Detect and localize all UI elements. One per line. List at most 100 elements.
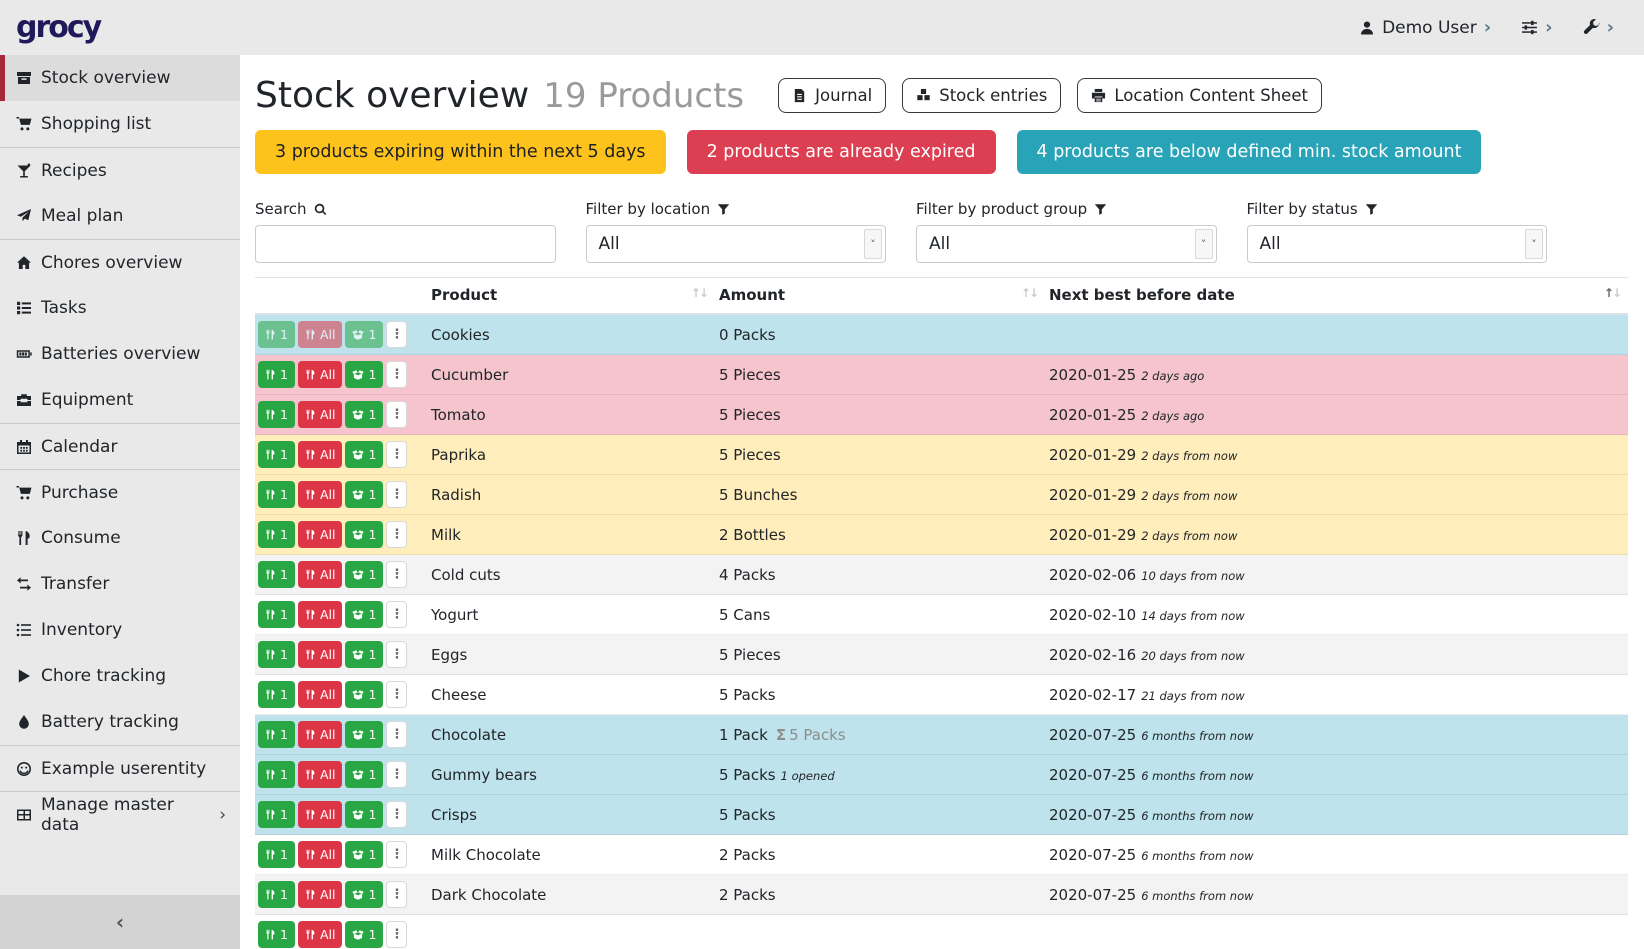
consume-one-button[interactable]: 1 (258, 361, 295, 388)
open-one-button[interactable]: 1 (345, 521, 384, 548)
sidebar-item-chore-tracking[interactable]: Chore tracking (0, 653, 240, 699)
consume-all-button[interactable]: All (297, 521, 343, 548)
consume-one-button[interactable]: 1 (258, 681, 295, 708)
consume-all-button[interactable]: All (297, 721, 343, 748)
row-menu-button[interactable]: ⋮ (386, 481, 408, 508)
row-menu-button[interactable]: ⋮ (386, 801, 408, 828)
product-name[interactable]: Eggs (427, 634, 715, 675)
settings-menu[interactable]: › (1521, 18, 1553, 37)
product-name[interactable]: Paprika (427, 434, 715, 475)
consume-one-button[interactable]: 1 (258, 481, 295, 508)
product-name[interactable]: Crisps (427, 794, 715, 835)
open-one-button[interactable]: 1 (345, 561, 384, 588)
open-one-button[interactable]: 1 (345, 321, 384, 348)
product-name[interactable]: Dark Chocolate (427, 874, 715, 915)
open-one-button[interactable]: 1 (345, 681, 384, 708)
sidebar-item-meal-plan[interactable]: Meal plan (0, 193, 240, 239)
sidebar-item-chores-overview[interactable]: Chores overview (0, 239, 240, 285)
consume-all-button[interactable]: All (297, 681, 343, 708)
product-name[interactable]: Cucumber (427, 354, 715, 395)
product-name[interactable]: Radish (427, 474, 715, 515)
consume-all-button[interactable]: All (297, 801, 343, 828)
user-menu[interactable]: Demo User › (1359, 18, 1491, 38)
open-one-button[interactable]: 1 (345, 721, 384, 748)
consume-all-button[interactable]: All (297, 761, 343, 788)
open-one-button[interactable]: 1 (345, 361, 384, 388)
sidebar-item-battery-tracking[interactable]: Battery tracking (0, 699, 240, 745)
location-content-sheet-button[interactable]: Location Content Sheet (1077, 78, 1322, 113)
row-menu-button[interactable]: ⋮ (386, 441, 408, 468)
product-column-header[interactable]: Product ↑↓ (427, 277, 715, 315)
row-menu-button[interactable]: ⋮ (386, 361, 408, 388)
amount-column-header[interactable]: Amount ↑↓ (715, 277, 1045, 315)
row-menu-button[interactable]: ⋮ (386, 761, 408, 788)
row-menu-button[interactable]: ⋮ (386, 601, 408, 628)
consume-one-button[interactable]: 1 (258, 561, 295, 588)
consume-one-button[interactable]: 1 (258, 321, 295, 348)
alert-warning[interactable]: 3 products expiring within the next 5 da… (255, 130, 666, 174)
product-name[interactable]: Tomato (427, 394, 715, 435)
consume-all-button[interactable]: All (297, 481, 343, 508)
open-one-button[interactable]: 1 (345, 761, 384, 788)
product-group-filter-select[interactable]: All ˅ (916, 225, 1217, 263)
row-menu-button[interactable]: ⋮ (386, 841, 408, 868)
sidebar-collapse-button[interactable]: ‹ (0, 895, 240, 949)
product-name[interactable]: Milk (427, 514, 715, 555)
consume-one-button[interactable]: 1 (258, 841, 295, 868)
consume-all-button[interactable]: All (297, 881, 343, 908)
product-name[interactable]: Milk Chocolate (427, 834, 715, 875)
consume-one-button[interactable]: 1 (258, 521, 295, 548)
admin-menu[interactable]: › (1583, 18, 1614, 37)
sidebar-item-calendar[interactable]: Calendar (0, 423, 240, 469)
product-name[interactable]: Cold cuts (427, 554, 715, 595)
sidebar-item-stock-overview[interactable]: Stock overview (0, 55, 240, 101)
sidebar-item-purchase[interactable]: Purchase (0, 469, 240, 515)
product-name[interactable]: Chocolate (427, 714, 715, 755)
open-one-button[interactable]: 1 (345, 441, 384, 468)
product-name[interactable] (427, 914, 715, 949)
consume-one-button[interactable]: 1 (258, 761, 295, 788)
consume-one-button[interactable]: 1 (258, 721, 295, 748)
sidebar-item-transfer[interactable]: Transfer (0, 561, 240, 607)
sidebar-item-recipes[interactable]: Recipes (0, 147, 240, 193)
open-one-button[interactable]: 1 (345, 601, 384, 628)
consume-all-button[interactable]: All (297, 401, 343, 428)
product-name[interactable]: Gummy bears (427, 754, 715, 795)
open-one-button[interactable]: 1 (345, 921, 384, 948)
consume-one-button[interactable]: 1 (258, 401, 295, 428)
consume-one-button[interactable]: 1 (258, 921, 295, 948)
consume-one-button[interactable]: 1 (258, 881, 295, 908)
consume-all-button[interactable]: All (297, 561, 343, 588)
best-before-column-header[interactable]: Next best before date ↑↓ (1045, 277, 1628, 315)
location-filter-select[interactable]: All ˅ (585, 225, 886, 263)
consume-one-button[interactable]: 1 (258, 441, 295, 468)
sidebar-item-inventory[interactable]: Inventory (0, 607, 240, 653)
sidebar-item-tasks[interactable]: Tasks (0, 285, 240, 331)
alert-info[interactable]: 4 products are below defined min. stock … (1016, 130, 1482, 174)
product-name[interactable]: Cookies (427, 314, 715, 355)
open-one-button[interactable]: 1 (345, 641, 384, 668)
consume-all-button[interactable]: All (297, 641, 343, 668)
search-input[interactable] (255, 225, 556, 263)
sidebar-item-consume[interactable]: Consume (0, 515, 240, 561)
row-menu-button[interactable]: ⋮ (386, 881, 408, 908)
sidebar-item-batteries-overview[interactable]: Batteries overview (0, 331, 240, 377)
consume-all-button[interactable]: All (297, 361, 343, 388)
stock-entries-button[interactable]: Stock entries (902, 78, 1062, 113)
row-menu-button[interactable]: ⋮ (386, 721, 408, 748)
open-one-button[interactable]: 1 (345, 481, 384, 508)
product-name[interactable]: Cheese (427, 674, 715, 715)
row-menu-button[interactable]: ⋮ (386, 521, 408, 548)
product-name[interactable]: Yogurt (427, 594, 715, 635)
consume-all-button[interactable]: All (297, 601, 343, 628)
consume-one-button[interactable]: 1 (258, 601, 295, 628)
sidebar-item-equipment[interactable]: Equipment (0, 377, 240, 423)
open-one-button[interactable]: 1 (345, 841, 384, 868)
row-menu-button[interactable]: ⋮ (386, 681, 408, 708)
open-one-button[interactable]: 1 (345, 881, 384, 908)
journal-button[interactable]: Journal (778, 78, 887, 113)
row-menu-button[interactable]: ⋮ (386, 921, 408, 948)
consume-all-button[interactable]: All (297, 921, 343, 948)
row-menu-button[interactable]: ⋮ (386, 401, 408, 428)
row-menu-button[interactable]: ⋮ (386, 561, 408, 588)
